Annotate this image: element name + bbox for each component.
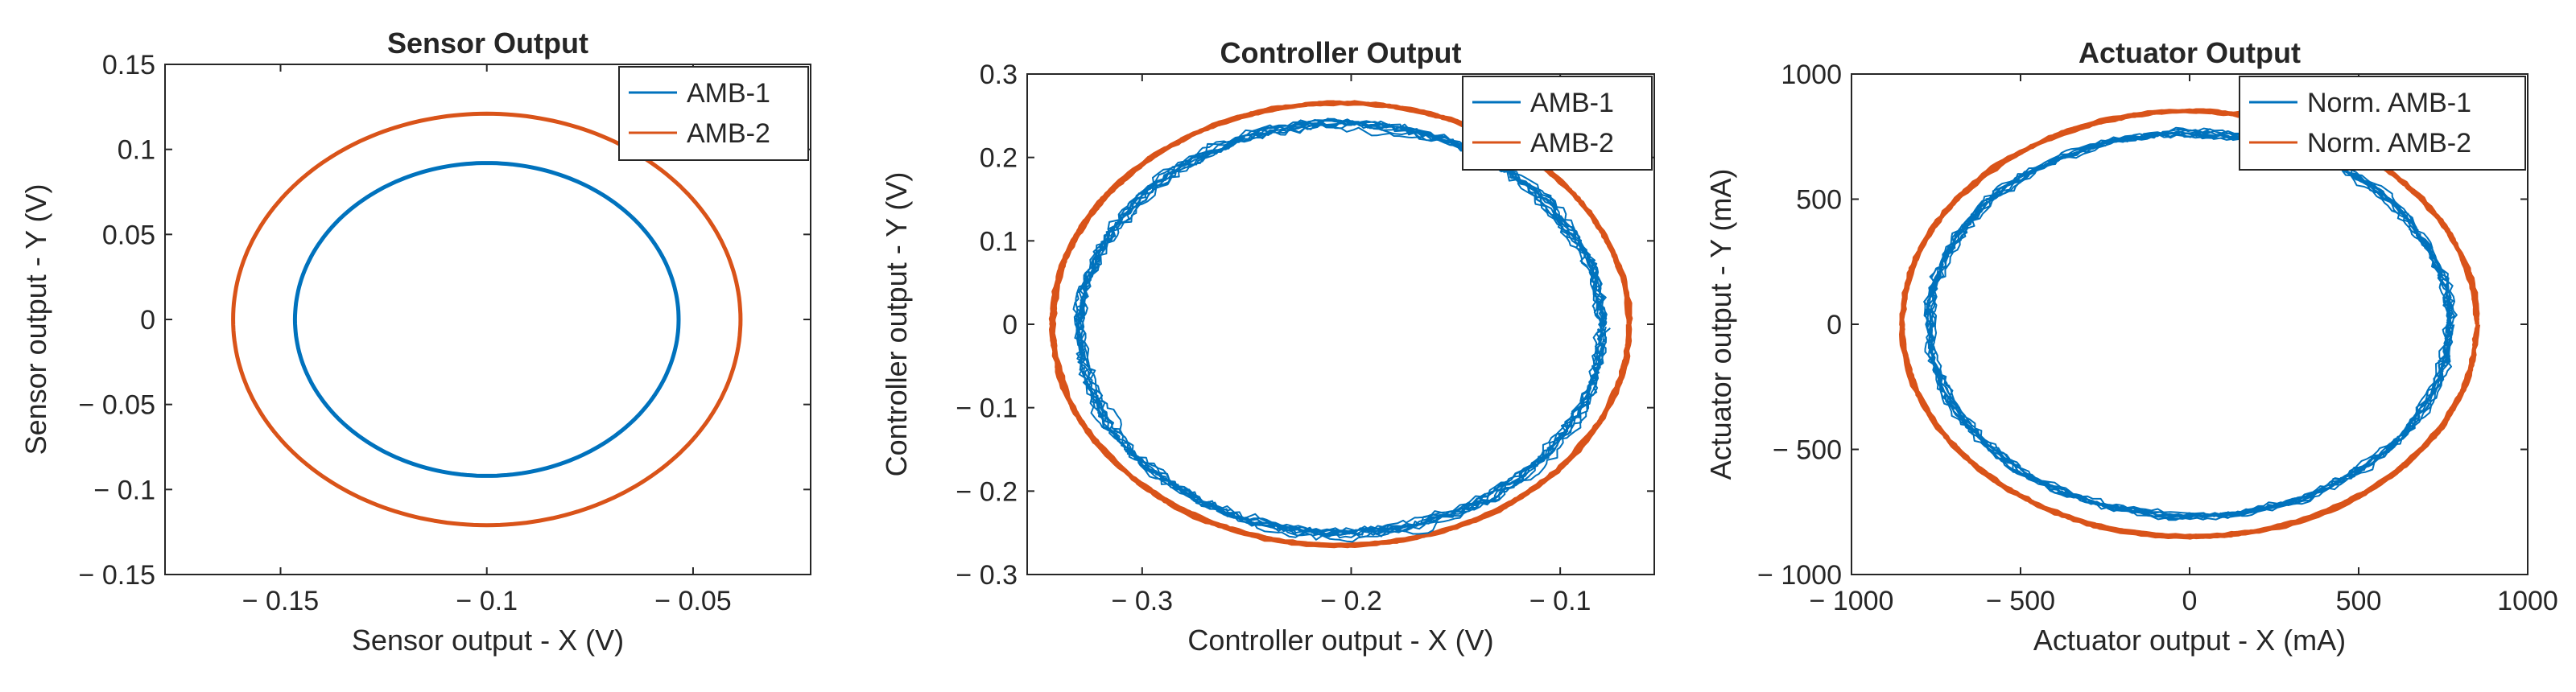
x-tick-label: − 0.1 [456, 586, 518, 616]
y-tick-label: 1000 [1781, 60, 1842, 90]
series-line-1 [1072, 117, 1611, 543]
chart-title: Actuator Output [2079, 36, 2301, 69]
y-tick-label: − 0.15 [79, 560, 155, 591]
x-tick-label: − 0.3 [1112, 586, 1174, 616]
plot-controller-output: Controller Output − 0.3 − 0.2 − 0.1 0.3 0.2 0.… [880, 36, 1655, 657]
series-line-1 [292, 161, 681, 478]
y-tick-label: 0.1 [980, 226, 1018, 257]
legend-box [1462, 76, 1653, 171]
chart-title: Controller Output [1220, 36, 1462, 69]
y-tick-label: − 1000 [1757, 560, 1842, 591]
y-tick-label: 0 [1827, 310, 1842, 340]
legend-label: Norm. AMB-2 [2307, 128, 2471, 159]
x-tick-label: 0 [2182, 586, 2198, 616]
y-axis-label: Actuator output - Y (mA) [1704, 169, 1737, 480]
series-line-2 [231, 111, 743, 528]
plot-sensor-output: Sensor Output − 0.15 − 0.1 − 0.05 0.15 0.1 0.0… [19, 27, 811, 657]
legend-label: AMB-1 [687, 78, 770, 109]
x-axis-label: Sensor output - X (V) [352, 624, 624, 657]
x-tick-label: − 0.2 [1320, 586, 1382, 616]
y-tick-label: − 0.1 [956, 393, 1018, 424]
y-tick-label: 0.05 [102, 220, 155, 250]
y-tick-label: − 0.05 [79, 390, 155, 421]
x-axis-label: Controller output - X (V) [1187, 624, 1493, 657]
legend-label: AMB-2 [687, 118, 770, 149]
x-tick-label: − 0.1 [1530, 586, 1591, 616]
y-tick-label: 0 [1002, 310, 1018, 340]
x-tick-label: − 0.05 [654, 586, 731, 616]
y-tick-label: − 500 [1773, 435, 1842, 466]
y-tick-label: − 0.2 [956, 476, 1018, 507]
y-tick-label: − 0.1 [93, 475, 155, 505]
y-tick-label: − 0.3 [956, 560, 1018, 591]
legend-box [2239, 76, 2526, 171]
y-tick-label: 0.2 [980, 143, 1018, 174]
legend-box [618, 66, 809, 161]
x-axis-label: Actuator output - X (mA) [2033, 624, 2346, 657]
chart-title: Sensor Output [387, 27, 588, 60]
series-line-2 [1899, 108, 2481, 540]
x-tick-label: − 500 [1986, 586, 2055, 616]
y-tick-label: 500 [1796, 185, 1842, 216]
legend-label: AMB-2 [1530, 128, 1614, 159]
y-tick-label: 0 [140, 305, 155, 336]
y-tick-label: 0.15 [102, 50, 155, 80]
y-tick-label: 0.3 [980, 60, 1018, 90]
x-tick-label: − 1000 [1810, 586, 1894, 616]
legend-label: Norm. AMB-1 [2307, 88, 2471, 118]
y-axis-label: Sensor output - Y (V) [19, 184, 52, 455]
x-tick-label: 1000 [2497, 586, 2558, 616]
series-line-1 [1923, 126, 2458, 521]
x-tick-label: 500 [2336, 586, 2382, 616]
series-line-2 [1048, 100, 1633, 549]
legend-label: AMB-1 [1530, 88, 1614, 118]
x-tick-label: − 0.15 [242, 586, 319, 616]
y-axis-label: Controller output - Y (V) [880, 172, 913, 477]
plot-actuator-output: Actuator Output − 1000 − 500 0 500 1000 1000 50… [1704, 36, 2558, 657]
y-tick-label: 0.1 [118, 135, 155, 166]
